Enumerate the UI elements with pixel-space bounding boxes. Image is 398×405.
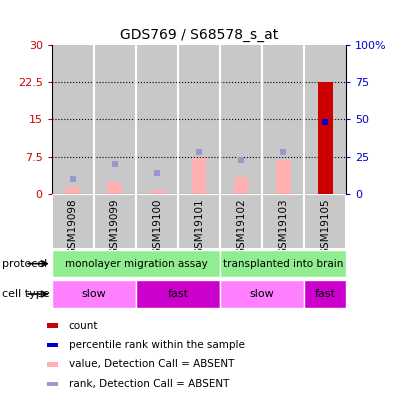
Bar <box>65 187 80 194</box>
Text: GSM19102: GSM19102 <box>236 199 246 256</box>
Text: cell type: cell type <box>2 289 50 299</box>
Text: protocol: protocol <box>2 259 47 269</box>
Bar <box>136 280 220 308</box>
Text: slow: slow <box>82 289 106 299</box>
Text: count: count <box>69 321 98 330</box>
Bar <box>318 82 333 194</box>
Bar <box>234 177 248 194</box>
Bar <box>220 280 304 308</box>
Bar <box>94 194 136 249</box>
Text: value, Detection Call = ABSENT: value, Detection Call = ABSENT <box>69 360 234 369</box>
Text: fast: fast <box>168 289 189 299</box>
Text: rank, Detection Call = ABSENT: rank, Detection Call = ABSENT <box>69 379 229 389</box>
Bar <box>52 45 94 194</box>
Bar <box>262 45 304 194</box>
Bar <box>94 45 136 194</box>
Bar <box>220 45 262 194</box>
Bar <box>304 194 346 249</box>
Bar <box>47 382 59 386</box>
Text: percentile rank within the sample: percentile rank within the sample <box>69 340 245 350</box>
Bar <box>47 323 59 328</box>
Bar <box>47 343 59 347</box>
Bar <box>52 250 220 277</box>
Bar <box>136 194 178 249</box>
Bar <box>276 160 291 194</box>
Text: GSM19098: GSM19098 <box>68 199 78 256</box>
Bar <box>47 362 59 367</box>
Text: slow: slow <box>250 289 275 299</box>
Title: GDS769 / S68578_s_at: GDS769 / S68578_s_at <box>120 28 278 42</box>
Text: GSM19105: GSM19105 <box>320 199 330 256</box>
Text: fast: fast <box>315 289 336 299</box>
Bar <box>52 280 136 308</box>
Text: GSM19099: GSM19099 <box>110 199 120 256</box>
Bar <box>304 45 346 194</box>
Text: GSM19100: GSM19100 <box>152 199 162 255</box>
Bar <box>136 45 178 194</box>
Text: monolayer migration assay: monolayer migration assay <box>64 259 207 269</box>
Bar <box>178 45 220 194</box>
Bar <box>262 194 304 249</box>
Text: transplanted into brain: transplanted into brain <box>223 259 343 269</box>
Bar <box>150 190 164 194</box>
Text: GSM19101: GSM19101 <box>194 199 204 256</box>
Bar <box>220 250 346 277</box>
Bar <box>52 194 94 249</box>
Bar <box>192 158 206 194</box>
Bar <box>107 182 122 194</box>
Bar <box>220 194 262 249</box>
Bar <box>178 194 220 249</box>
Text: GSM19103: GSM19103 <box>278 199 288 256</box>
Bar <box>304 280 346 308</box>
